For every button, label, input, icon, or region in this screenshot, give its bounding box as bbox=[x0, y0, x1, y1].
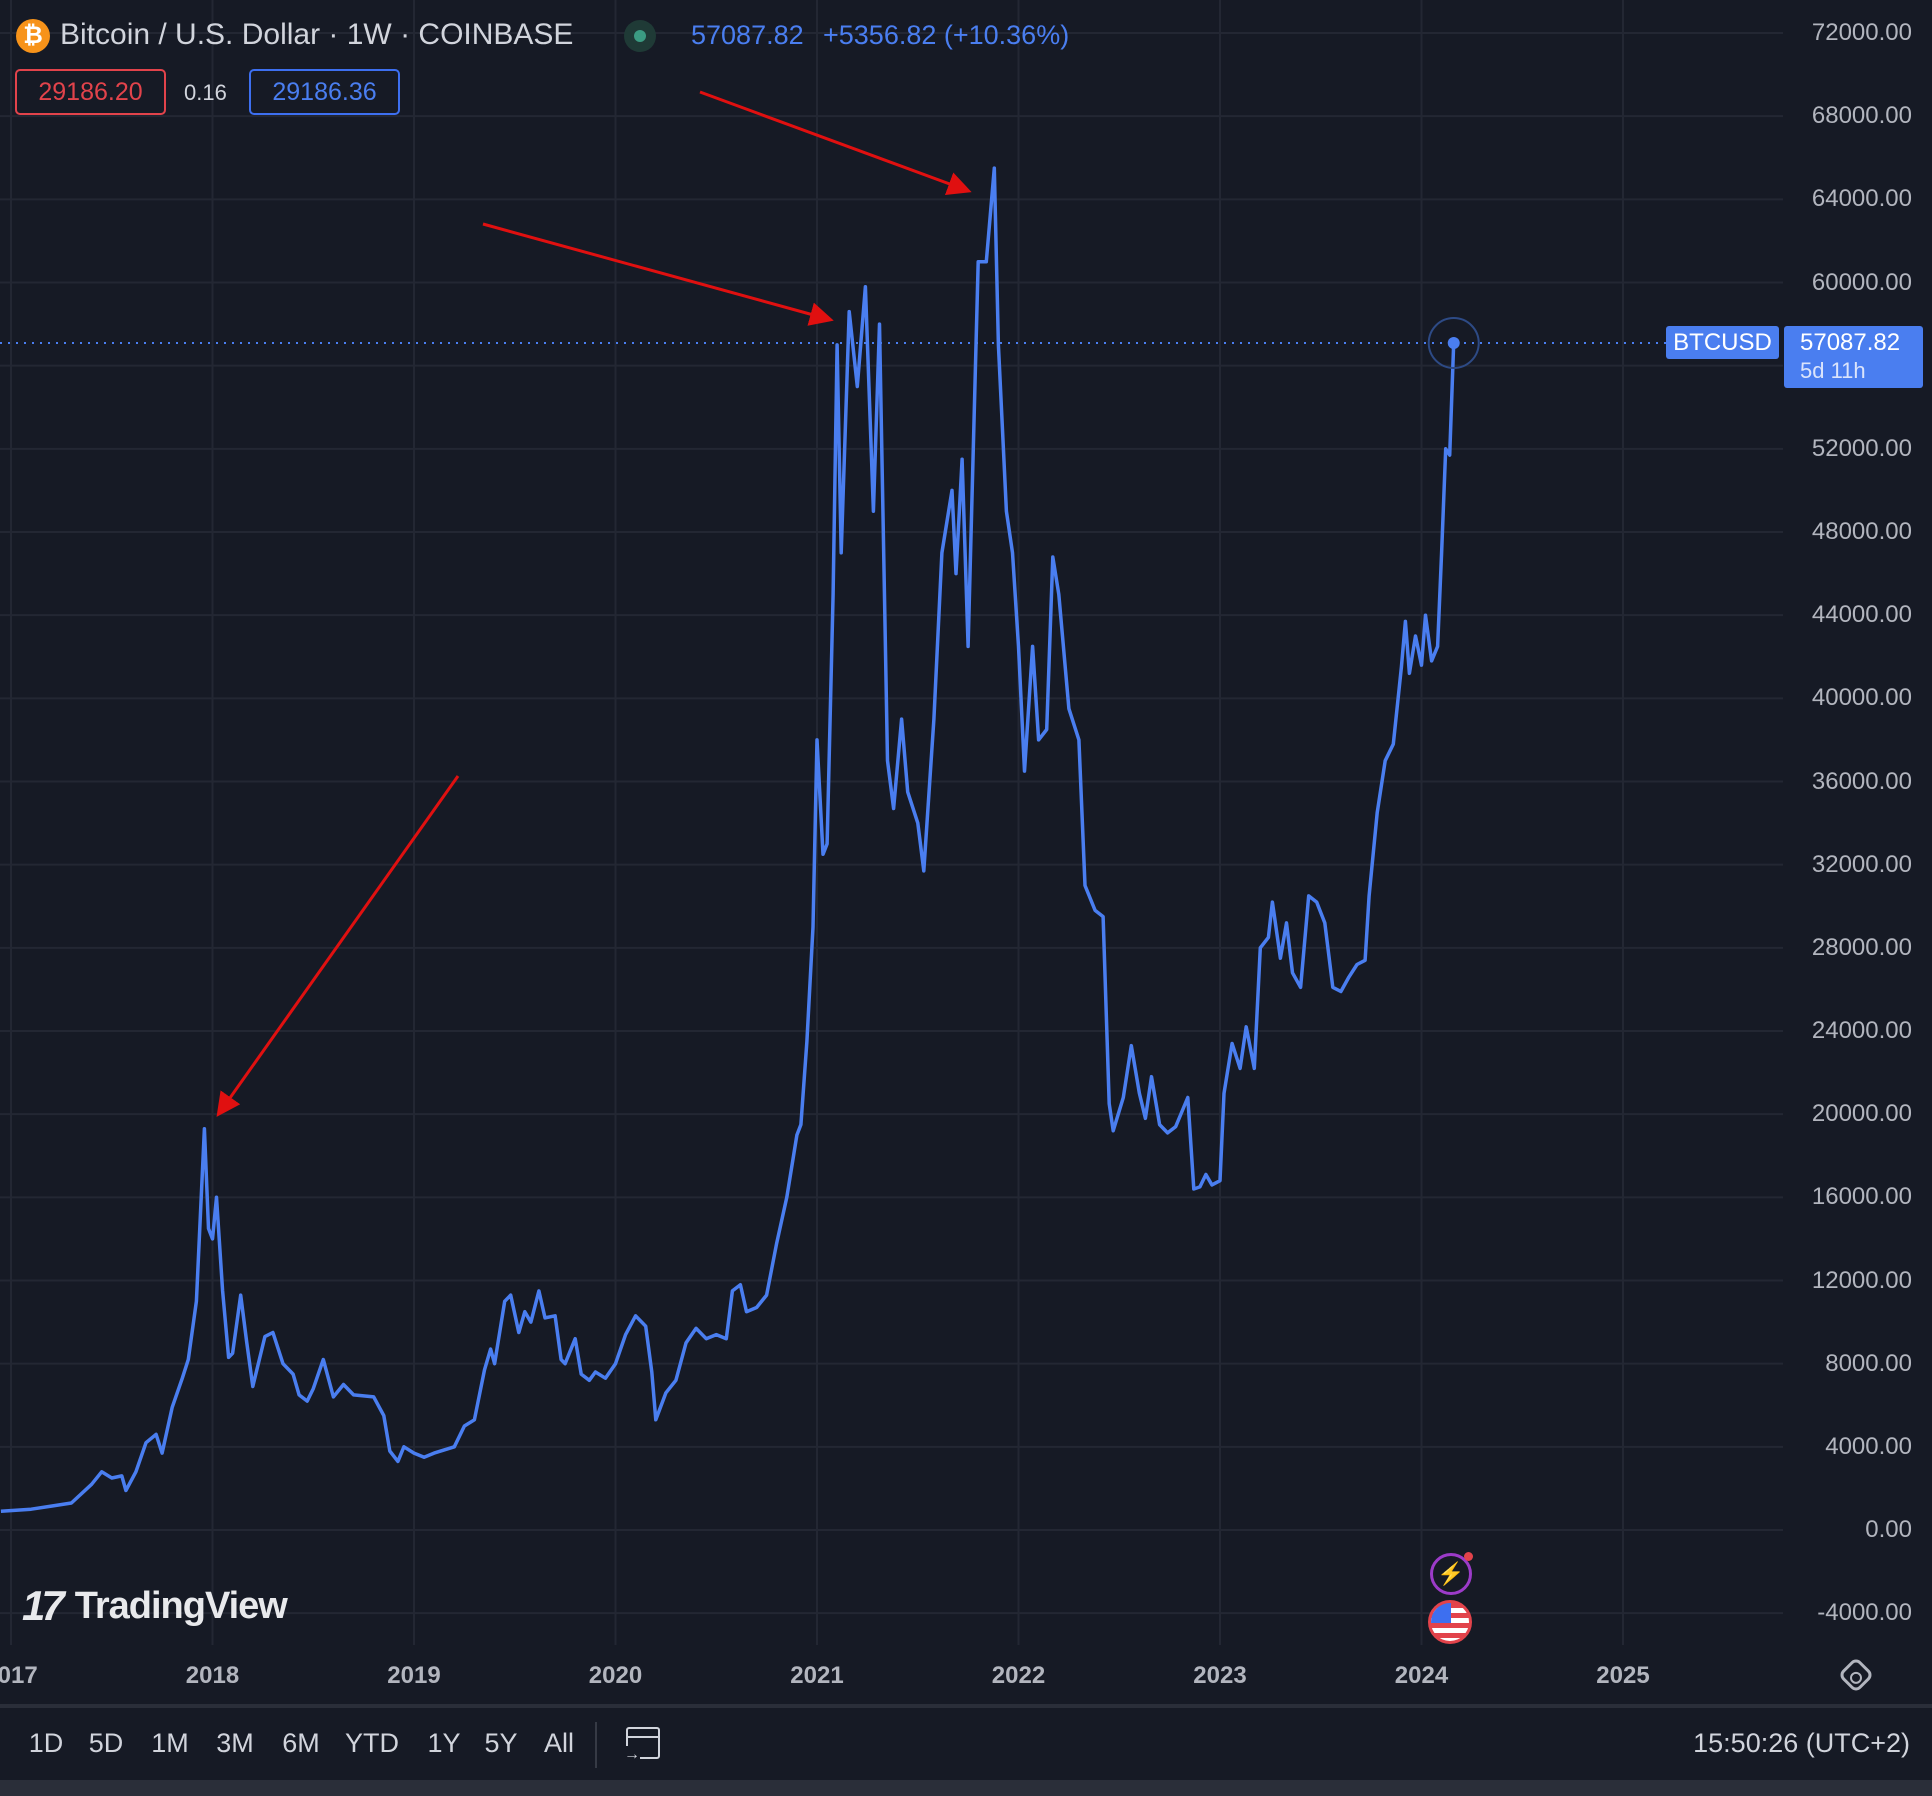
range-button-ytd[interactable]: YTD bbox=[345, 1728, 399, 1758]
time-tick-label: 2023 bbox=[1193, 1662, 1247, 1689]
time-tick-label: 2025 bbox=[1596, 1662, 1650, 1689]
tradingview-logo-text: TradingView bbox=[74, 1584, 288, 1627]
price-tick-label: 40000.00 bbox=[1811, 684, 1912, 712]
last-price: 57087.82 bbox=[691, 20, 804, 50]
price-tick-label: 8000.00 bbox=[1825, 1349, 1912, 1377]
time-tick-label: 2024 bbox=[1394, 1662, 1449, 1689]
range-button-6m[interactable]: 6M bbox=[282, 1728, 320, 1758]
price-tick-label: 16000.00 bbox=[1811, 1183, 1912, 1211]
price-tick-label: 20000.00 bbox=[1811, 1100, 1912, 1128]
buy-button[interactable]: 29186.36 bbox=[249, 69, 400, 115]
annotation-arrow-2021-first-peak bbox=[482, 222, 834, 326]
price-tick-label: 72000.00 bbox=[1811, 19, 1912, 46]
symbol-tag: BTCUSD bbox=[1666, 326, 1779, 359]
range-button-3m[interactable]: 3M bbox=[216, 1728, 254, 1758]
range-button-1d[interactable]: 1D bbox=[28, 1728, 64, 1758]
annotation-arrow-2021-ath bbox=[699, 90, 972, 196]
market-open-dot bbox=[624, 20, 656, 52]
time-tick-label: 2019 bbox=[387, 1662, 441, 1689]
price-tick-label: 28000.00 bbox=[1811, 933, 1912, 961]
lightning-event-icon[interactable]: ⚡ bbox=[1430, 1552, 1473, 1595]
range-button-all[interactable]: All bbox=[543, 1728, 575, 1758]
price-tick-label: 60000.00 bbox=[1811, 268, 1912, 296]
price-tick-label: 44000.00 bbox=[1811, 601, 1912, 629]
price-tick-label: 24000.00 bbox=[1811, 1017, 1912, 1044]
price-tick-label: 48000.00 bbox=[1811, 518, 1912, 545]
price-tick-label: 0.00 bbox=[1865, 1516, 1912, 1543]
tradingview-logo[interactable]: 17 TradingView bbox=[22, 1582, 288, 1629]
price-tick-label: 32000.00 bbox=[1811, 850, 1912, 878]
time-tick-label: 2017 bbox=[0, 1662, 38, 1689]
btcusd-line-series bbox=[0, 166, 1456, 1514]
price-change: +5356.82 (+10.36%) bbox=[823, 20, 1070, 50]
symbol-title[interactable]: Bitcoin / U.S. Dollar · 1W · COINBASE bbox=[60, 18, 574, 51]
time-tick-label: 2018 bbox=[185, 1662, 240, 1689]
bitcoin-icon: ₿ bbox=[16, 19, 50, 53]
time-tick-label: 2021 bbox=[790, 1662, 844, 1689]
price-tick-label: 68000.00 bbox=[1811, 102, 1912, 130]
price-tick-label: 4000.00 bbox=[1825, 1432, 1912, 1460]
sell-button[interactable]: 29186.20 bbox=[15, 69, 166, 115]
goto-date-calendar-icon[interactable]: → bbox=[624, 1727, 660, 1764]
time-tick-label: 2022 bbox=[991, 1662, 1046, 1689]
spread: 0.16 bbox=[184, 80, 227, 105]
price-tick-label: 52000.00 bbox=[1811, 434, 1912, 462]
time-tick-label: 2020 bbox=[588, 1662, 643, 1689]
price-tick-label: -4000.00 bbox=[1817, 1599, 1912, 1627]
tradingview-logo-mark: 17 bbox=[22, 1582, 65, 1629]
clock-timezone[interactable]: 15:50:26 (UTC+2) bbox=[1693, 1728, 1910, 1758]
last-price-tag: 57087.82 5d 11h bbox=[1784, 326, 1923, 388]
range-button-5y[interactable]: 5Y bbox=[484, 1728, 518, 1758]
last-price-ring bbox=[1427, 317, 1480, 370]
bottom-strip bbox=[0, 1780, 1932, 1796]
grid bbox=[0, 0, 1783, 1645]
annotation-arrow-2017-peak bbox=[216, 775, 460, 1117]
us-economic-event-icon[interactable] bbox=[1428, 1600, 1472, 1644]
price-tick-label: 64000.00 bbox=[1811, 185, 1912, 213]
last-price-dot bbox=[1447, 337, 1460, 350]
bar-countdown: 5d 11h bbox=[1800, 358, 1866, 383]
price-tick-label: 12000.00 bbox=[1811, 1266, 1912, 1294]
last-price-tag-value: 57087.82 bbox=[1800, 329, 1901, 356]
price-tick-label: 36000.00 bbox=[1811, 767, 1912, 795]
range-button-1m[interactable]: 1M bbox=[151, 1728, 189, 1758]
range-button-5d[interactable]: 5D bbox=[88, 1728, 124, 1758]
range-button-1y[interactable]: 1Y bbox=[427, 1728, 461, 1758]
